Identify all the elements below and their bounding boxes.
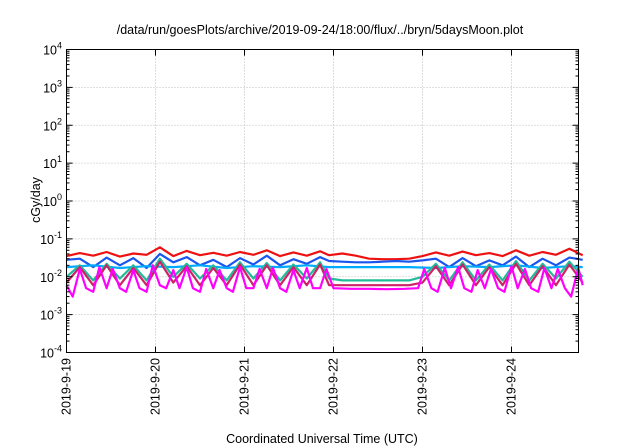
- series-line-2: [66, 252, 583, 270]
- chart-title: /data/run/goesPlots/archive/2019-09-24/1…: [117, 23, 524, 37]
- y-tick-label: 102: [43, 116, 62, 133]
- x-tick-label: 2019-9-24: [505, 358, 519, 415]
- x-tick-label: 2019-9-19: [60, 358, 74, 415]
- y-tick-label: 10-3: [40, 306, 62, 323]
- y-tick-label: 104: [43, 41, 62, 58]
- y-tick-label: 100: [43, 192, 62, 209]
- x-tick-label: 2019-9-22: [327, 358, 341, 415]
- y-tick-label: 10-1: [40, 230, 62, 247]
- series-line-6: [65, 264, 584, 298]
- x-tick-label: 2019-9-21: [238, 358, 252, 415]
- x-axis-label: Coordinated Universal Time (UTC): [226, 432, 418, 446]
- y-tick-label: 101: [43, 154, 62, 171]
- y-tick-label: 10-4: [40, 344, 62, 361]
- y-tick-label: 10-2: [40, 268, 62, 285]
- x-tick-label: 2019-9-23: [416, 358, 430, 415]
- y-axis: 10-4 10-3 10-2 10-1 100 101 102 103 104: [40, 41, 579, 361]
- y-tick-label: 103: [43, 78, 62, 95]
- x-axis: 2019-9-19 2019-9-20 2019-9-21 2019-9-22 2019…: [60, 49, 519, 415]
- series-group: [65, 246, 584, 298]
- series-line-1: [66, 246, 584, 261]
- y-axis-label: cGy/day: [29, 176, 43, 223]
- x-tick-label: 2019-9-20: [149, 358, 163, 415]
